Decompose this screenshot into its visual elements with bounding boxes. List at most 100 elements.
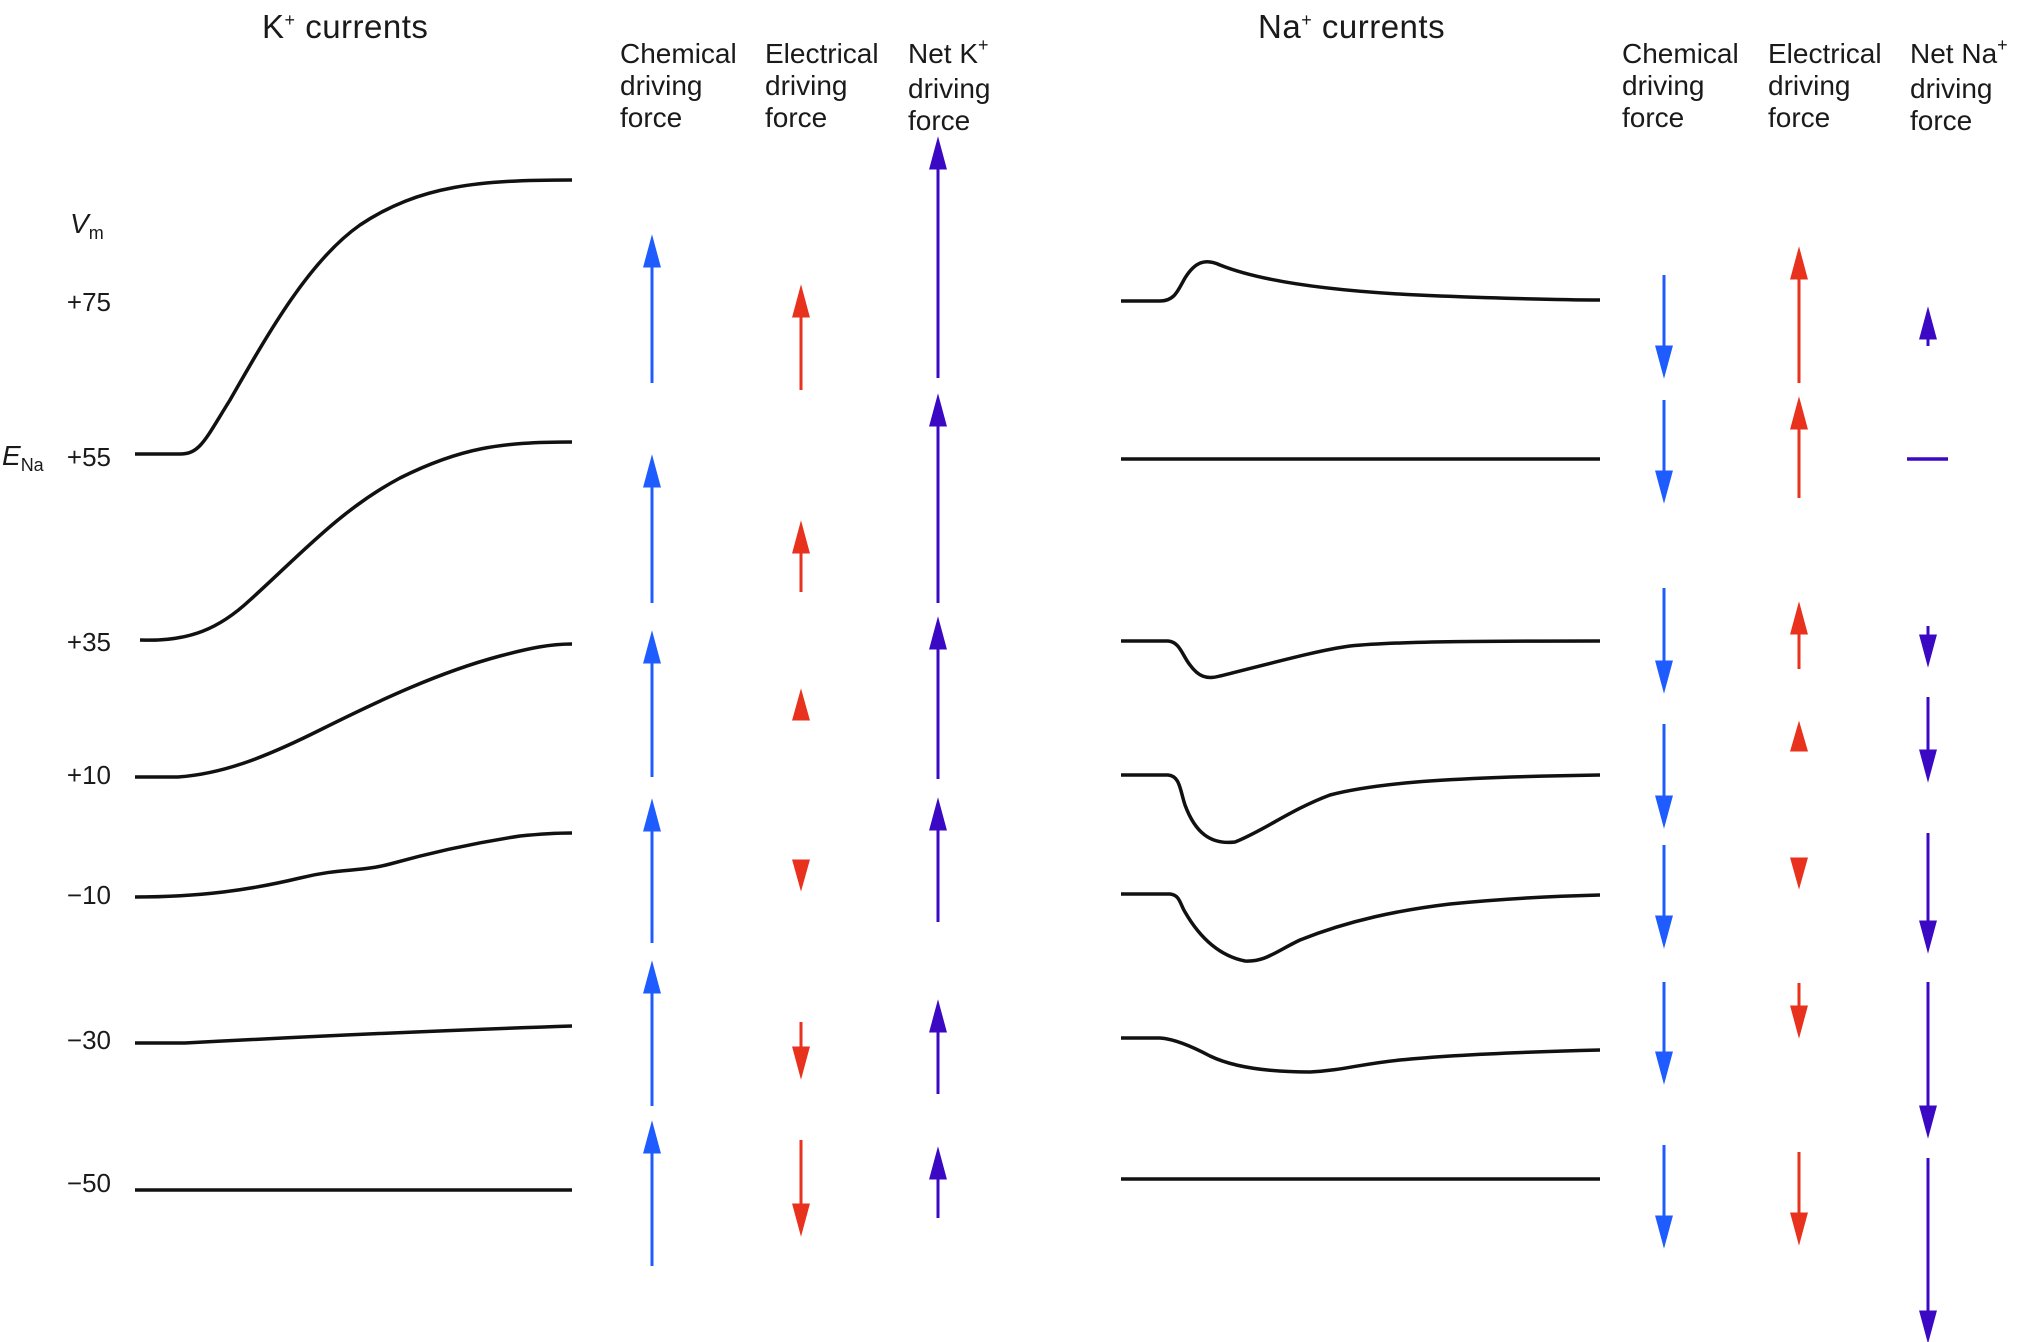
k-elec-arrow-plus75: [792, 284, 810, 390]
header-line: force: [908, 105, 971, 136]
na-elec-arrow-minus10: [1790, 857, 1808, 890]
na-trace-minus10: [1121, 892, 1601, 963]
ena-na: Na: [20, 455, 44, 475]
na-elec-arrow-plus75: [1790, 246, 1808, 383]
k-net-arrow-minus30: [929, 999, 947, 1094]
k-traces: [134, 178, 573, 1192]
voltage-label-minus50: −50: [66, 1168, 111, 1198]
k-electrical-arrows: [792, 284, 810, 1237]
header-line: driving: [620, 70, 703, 101]
na-chem-arrow-plus75: [1655, 275, 1673, 379]
na-net-arrow-minus50: [1919, 1158, 1937, 1342]
header-line: force: [1622, 102, 1685, 133]
voltage-label-minus10: −10: [66, 880, 111, 910]
na-elec-arrow-minus30: [1790, 983, 1808, 1039]
k-chem-arrow-plus55: [643, 454, 661, 603]
k-trace-minus30: [135, 1024, 573, 1045]
k-net-arrows: [929, 136, 947, 1218]
k-trace-plus55: [139, 440, 573, 642]
header-line: force: [1910, 105, 1973, 136]
voltage-label-plus55: +55: [66, 442, 111, 472]
na-chem-arrow-minus30: [1655, 982, 1673, 1085]
na-trace-plus75: [1121, 260, 1601, 303]
k-ion-label: K: [262, 8, 285, 45]
k-elec-arrow-plus10: [792, 859, 810, 892]
na-net-arrow-minus10: [1919, 833, 1937, 954]
na-electrical-header: Electrical driving force: [1768, 38, 1882, 134]
na-trace-minus30: [1121, 1036, 1601, 1074]
k-net-arrow-plus10: [929, 797, 947, 922]
header-line: Electrical: [765, 38, 879, 69]
na-net-arrow-minus30: [1919, 982, 1937, 1139]
na-traces: [1121, 260, 1601, 1181]
na-chemical-arrows: [1655, 275, 1673, 1249]
k-chem-arrow-minus50: [643, 1120, 661, 1266]
na-ion-label: Na: [1258, 8, 1302, 45]
na-trace-plus35: [1121, 639, 1601, 680]
na-elec-arrow-plus55: [1790, 396, 1808, 498]
vm-axis-label: Vm: [70, 208, 104, 243]
k-net-arrow-plus55: [929, 393, 947, 603]
na-title-rest: currents: [1312, 8, 1446, 45]
na-currents-title: Na+ currents: [1258, 8, 1445, 46]
voltage-label-plus10: +10: [66, 760, 111, 790]
k-elec-arrow-plus55: [792, 520, 810, 592]
na-trace-plus10: [1121, 773, 1601, 845]
na-net-arrow-plus35: [1919, 626, 1937, 668]
header-line: force: [1768, 102, 1831, 133]
k-ion-charge: +: [284, 10, 296, 30]
vm-m: m: [88, 223, 104, 243]
na-net-arrow-plus75: [1919, 306, 1937, 346]
net-na-text: Net Na: [1910, 38, 1998, 69]
k-trace-plus10: [134, 831, 573, 899]
k-trace-plus35: [135, 642, 573, 779]
k-net-arrow-minus50: [929, 1146, 947, 1218]
k-electrical-header: Electrical driving force: [765, 38, 879, 134]
k-chem-arrow-plus10: [643, 798, 661, 943]
header-line: Net K+: [908, 35, 990, 73]
k-chem-arrow-minus30: [643, 960, 661, 1106]
vm-v: V: [70, 208, 89, 239]
voltage-label-plus75: +75: [66, 287, 111, 317]
k-chemical-header: Chemical driving force: [620, 38, 737, 134]
voltage-label-minus30: −30: [66, 1025, 111, 1055]
na-chem-arrow-plus10: [1655, 724, 1673, 829]
header-line: force: [620, 102, 683, 133]
na-chem-arrow-minus10: [1655, 845, 1673, 949]
header-line: Chemical: [1622, 38, 1739, 69]
na-chem-arrow-plus55: [1655, 400, 1673, 504]
header-line: driving: [908, 73, 991, 104]
na-net-arrows: [1907, 306, 1948, 1342]
header-line: Chemical: [620, 38, 737, 69]
ena-label: ENa: [2, 440, 44, 475]
na-chem-arrow-minus50: [1655, 1145, 1673, 1249]
k-net-arrow-plus35: [929, 616, 947, 779]
na-elec-arrow-minus50: [1790, 1152, 1808, 1246]
k-chem-arrow-plus35: [643, 630, 661, 777]
k-currents-title: K+ currents: [262, 8, 428, 46]
k-trace-plus75: [135, 178, 573, 456]
k-elec-arrow-minus50: [792, 1140, 810, 1237]
header-line: driving: [1768, 70, 1851, 101]
net-k-text: Net K: [908, 38, 979, 69]
na-ion-charge: +: [1301, 10, 1313, 30]
k-chemical-arrows: [643, 234, 661, 1266]
na-net-header: Net Na+ driving force: [1910, 35, 2008, 137]
k-elec-arrow-plus35: [792, 688, 810, 721]
k-elec-arrow-minus30: [792, 1022, 810, 1080]
na-electrical-arrows: [1790, 246, 1808, 1246]
voltage-label-plus35: +35: [66, 627, 111, 657]
ena-e: E: [2, 440, 21, 471]
k-chem-arrow-plus75: [643, 234, 661, 383]
na-net-arrow-plus10: [1919, 697, 1937, 783]
header-line: force: [765, 102, 828, 133]
net-k-charge: +: [978, 35, 989, 55]
na-chem-arrow-plus35: [1655, 588, 1673, 694]
header-line: driving: [1910, 73, 1993, 104]
na-elec-arrow-plus10: [1790, 720, 1808, 752]
k-net-arrow-plus75: [929, 136, 947, 378]
na-elec-arrow-plus35: [1790, 601, 1808, 669]
na-chemical-header: Chemical driving force: [1622, 38, 1739, 134]
